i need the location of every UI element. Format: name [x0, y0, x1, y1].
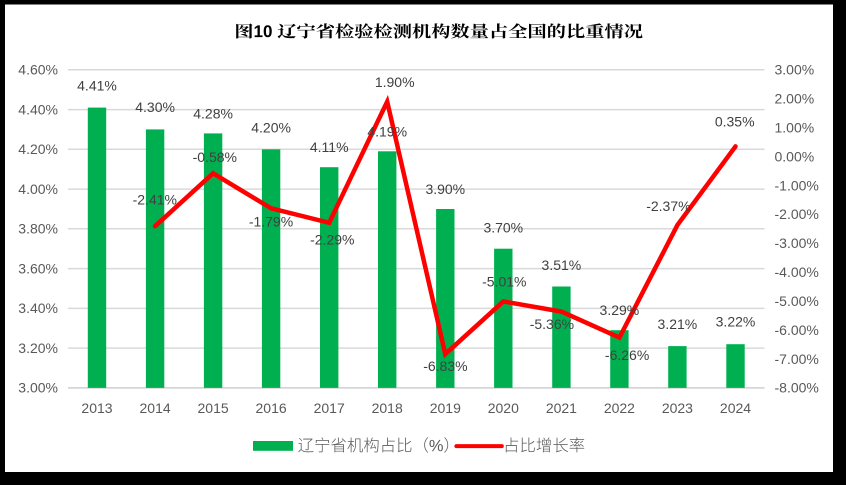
svg-text:2020: 2020 [488, 400, 519, 416]
svg-text:3.22%: 3.22% [716, 313, 756, 329]
svg-text:2013: 2013 [81, 400, 112, 416]
svg-text:4.11%: 4.11% [310, 139, 349, 155]
svg-text:-3.00%: -3.00% [775, 235, 819, 251]
svg-text:-1.79%: -1.79% [249, 214, 293, 230]
svg-text:-0.58%: -0.58% [193, 149, 237, 165]
svg-text:0.00%: 0.00% [775, 148, 815, 164]
svg-text:2019: 2019 [430, 400, 461, 416]
svg-text:2022: 2022 [604, 400, 635, 416]
svg-text:3.90%: 3.90% [425, 181, 465, 197]
svg-text:2014: 2014 [140, 400, 171, 416]
svg-text:-4.00%: -4.00% [775, 264, 819, 280]
svg-text:4.19%: 4.19% [367, 123, 407, 139]
svg-text:3.51%: 3.51% [542, 257, 582, 273]
svg-text:3.00%: 3.00% [18, 380, 58, 396]
svg-text:-5.01%: -5.01% [482, 273, 526, 289]
svg-text:4.60%: 4.60% [18, 62, 58, 78]
svg-text:2018: 2018 [372, 400, 403, 416]
svg-text:3.29%: 3.29% [600, 302, 640, 318]
svg-text:-5.36%: -5.36% [530, 316, 574, 332]
svg-text:-5.00%: -5.00% [775, 293, 819, 309]
svg-text:2.00%: 2.00% [775, 91, 815, 107]
svg-text:4.30%: 4.30% [135, 99, 175, 115]
svg-text:2021: 2021 [546, 400, 577, 416]
svg-text:4.40%: 4.40% [18, 101, 58, 117]
svg-text:3.20%: 3.20% [18, 340, 58, 356]
svg-text:0.35%: 0.35% [715, 113, 755, 129]
svg-text:-2.41%: -2.41% [133, 192, 177, 208]
svg-text:-6.00%: -6.00% [775, 322, 819, 338]
svg-text:-2.29%: -2.29% [310, 232, 354, 248]
svg-text:4.28%: 4.28% [193, 105, 233, 121]
svg-text:2024: 2024 [720, 400, 751, 416]
svg-text:4.00%: 4.00% [18, 181, 58, 197]
svg-text:-6.26%: -6.26% [605, 347, 649, 363]
svg-text:3.40%: 3.40% [18, 300, 58, 316]
svg-text:-2.00%: -2.00% [775, 206, 819, 222]
svg-text:2016: 2016 [256, 400, 287, 416]
svg-text:-7.00%: -7.00% [775, 351, 819, 367]
svg-text:1.00%: 1.00% [775, 119, 815, 135]
svg-text:3.80%: 3.80% [18, 221, 58, 237]
svg-text:1.90%: 1.90% [375, 74, 415, 90]
svg-text:4.20%: 4.20% [18, 141, 58, 157]
svg-text:2017: 2017 [314, 400, 345, 416]
svg-text:3.21%: 3.21% [658, 316, 698, 332]
svg-text:4.20%: 4.20% [251, 120, 291, 136]
svg-text:3.60%: 3.60% [18, 260, 58, 276]
svg-text:2023: 2023 [662, 400, 693, 416]
svg-text:-1.00%: -1.00% [775, 177, 819, 193]
svg-text:-2.37%: -2.37% [646, 198, 690, 214]
svg-text:4.41%: 4.41% [77, 77, 117, 93]
svg-text:3.00%: 3.00% [775, 62, 815, 78]
svg-text:2015: 2015 [198, 400, 229, 416]
svg-text:-6.83%: -6.83% [423, 358, 467, 374]
svg-text:3.70%: 3.70% [483, 219, 523, 235]
svg-text:-8.00%: -8.00% [775, 380, 819, 396]
